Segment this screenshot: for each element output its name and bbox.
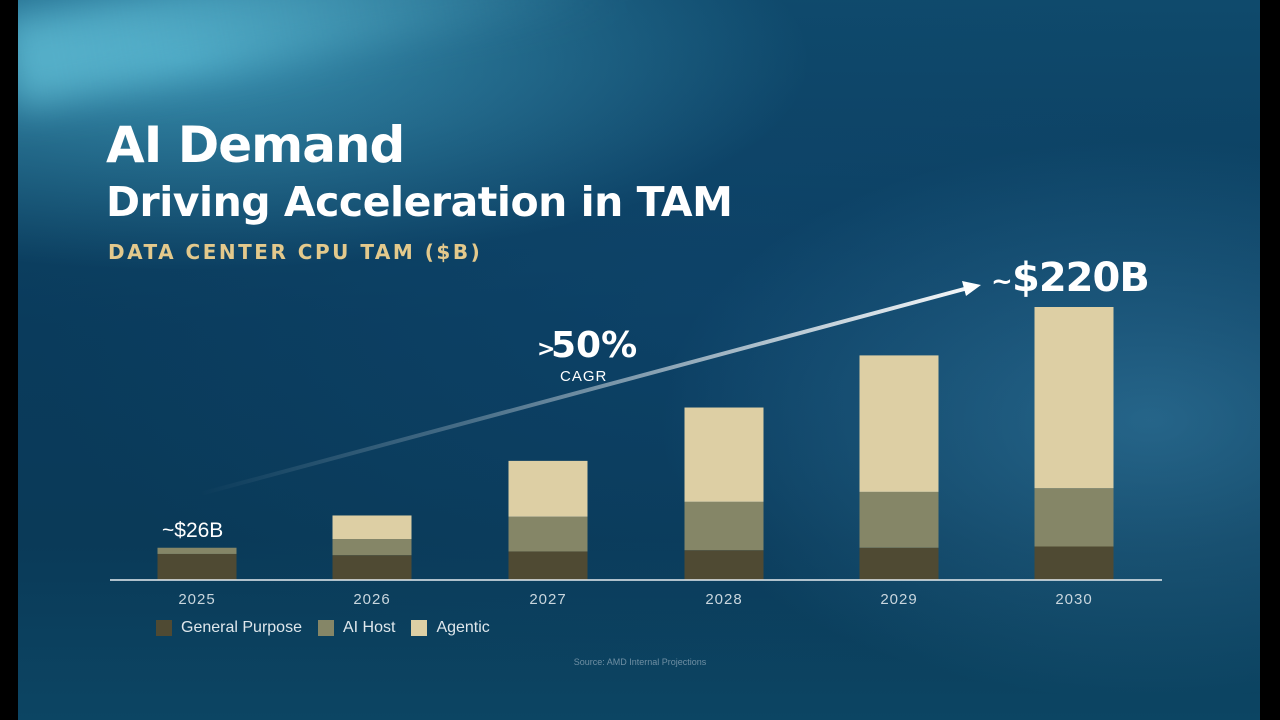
cagr-prefix: > [537,337,555,362]
x-tick-label-2030: 2030 [1055,591,1092,608]
legend-item-ai-host: AI Host [317,619,396,637]
bar-agentic-2029 [859,355,939,492]
bar-ai-host-2028 [684,501,764,551]
end-value-prefix: ~ [991,267,1013,297]
slide-title-secondary: Driving Acceleration in TAM [106,178,733,226]
bar-ai-host-2025 [157,547,237,554]
bar-general-purpose-2028 [684,550,764,580]
bar-agentic-2028 [684,407,764,502]
legend-label: Agentic [436,619,490,636]
growth-arrow-head [962,281,981,296]
end-value-label: $220B [1012,255,1149,301]
legend-swatch-general-purpose [156,620,172,636]
legend-label: General Purpose [181,619,302,636]
slide-title: AI Demand [106,116,405,174]
cagr-value: 50% [551,325,637,366]
bars-group [157,307,1114,580]
legend-label: AI Host [342,619,396,636]
x-tick-label-2027: 2027 [529,591,566,608]
x-tick-label-2028: 2028 [705,591,742,608]
x-tick-label-2026: 2026 [353,591,390,608]
legend: General Purpose AI Host Agentic [156,619,490,637]
bar-agentic-2026 [332,515,412,540]
legend-swatch-agentic [411,620,428,636]
bar-general-purpose-2029 [859,547,939,580]
frame-edge-left [0,0,18,720]
legend-item-general-purpose: General Purpose [156,619,302,637]
frame-edge-right [1260,0,1280,720]
bar-general-purpose-2025 [157,553,237,580]
growth-arrow [198,286,970,496]
x-axis-ticks: 2025 2026 2027 2028 2029 2030 [178,591,1092,608]
source-note: Source: AMD Internal Projections [573,657,707,667]
bar-agentic-2030 [1034,307,1114,489]
bar-general-purpose-2027 [508,551,588,580]
start-value-label: ~$26B [162,519,223,542]
bar-agentic-2027 [508,460,588,517]
legend-swatch-ai-host [317,620,334,636]
bar-ai-host-2027 [508,516,588,552]
bar-ai-host-2029 [859,491,939,548]
chart-title: DATA CENTER CPU TAM ($B) [108,240,483,264]
bar-general-purpose-2030 [1034,546,1114,580]
legend-item-agentic: Agentic [411,619,490,637]
bar-general-purpose-2026 [332,555,412,580]
x-tick-label-2029: 2029 [880,591,917,608]
cagr-label: CAGR [560,368,607,385]
bar-ai-host-2026 [332,539,412,556]
x-tick-label-2025: 2025 [178,591,215,608]
bar-ai-host-2030 [1034,488,1114,547]
